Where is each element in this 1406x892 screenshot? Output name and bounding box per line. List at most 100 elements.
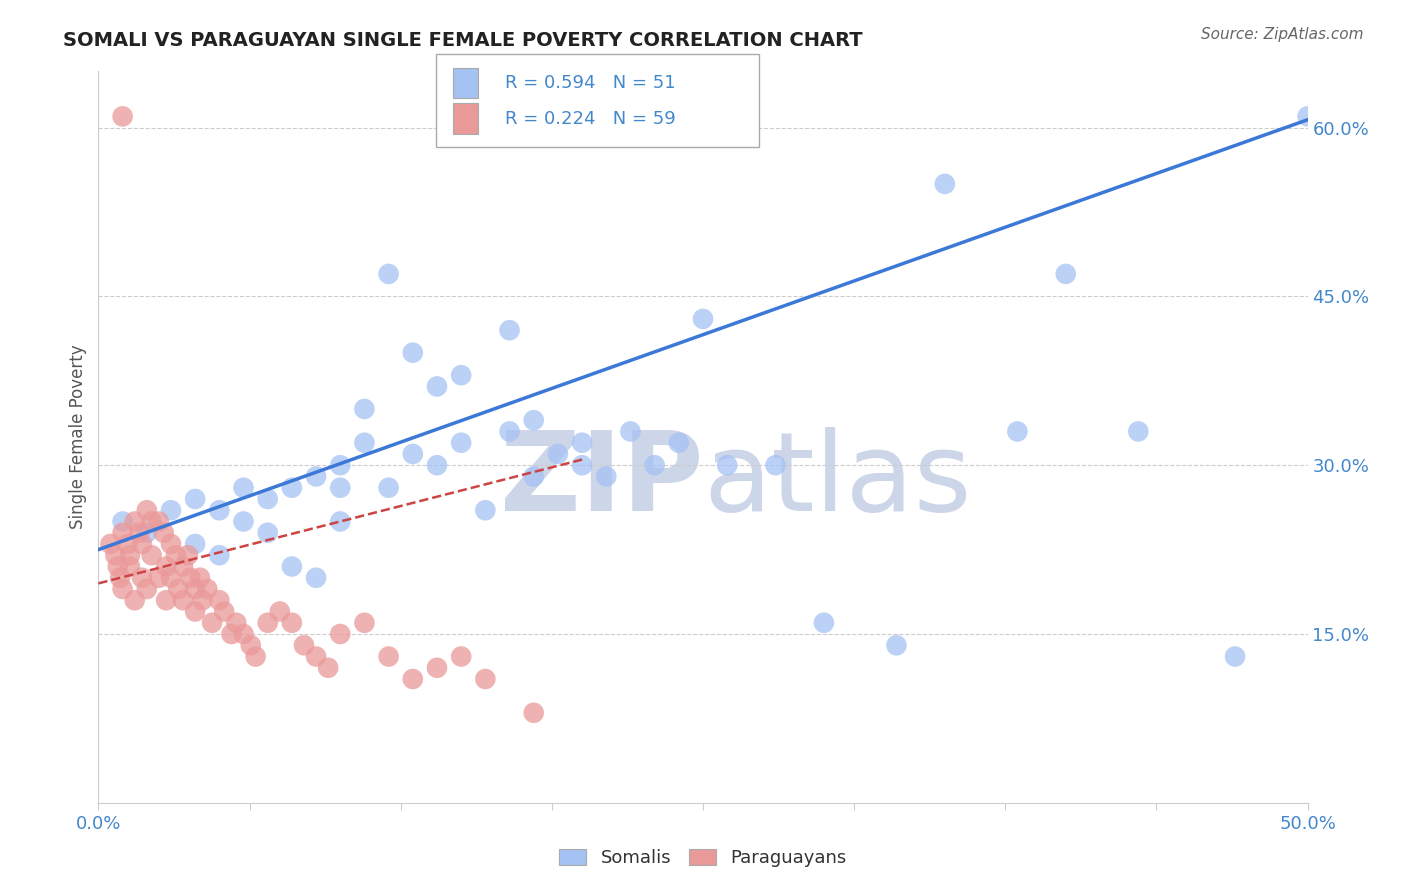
Point	[619, 425, 641, 439]
Point	[377, 481, 399, 495]
Point	[118, 548, 141, 562]
Point	[402, 345, 425, 359]
Point	[155, 559, 177, 574]
Point	[141, 548, 163, 562]
Point	[208, 593, 231, 607]
Point	[135, 503, 157, 517]
Point	[177, 548, 200, 562]
Point	[141, 515, 163, 529]
Point	[305, 571, 328, 585]
Point	[111, 109, 134, 123]
Point	[292, 638, 315, 652]
Point	[402, 447, 425, 461]
Point	[208, 503, 231, 517]
Point	[329, 627, 352, 641]
Point	[305, 649, 328, 664]
Point	[256, 491, 278, 506]
Point	[1007, 425, 1029, 439]
Point	[402, 672, 425, 686]
Point	[160, 571, 183, 585]
Point	[184, 582, 207, 596]
Point	[692, 312, 714, 326]
Point	[523, 413, 546, 427]
Point	[184, 537, 207, 551]
Point	[148, 515, 170, 529]
Point	[201, 615, 224, 630]
Point	[212, 605, 235, 619]
Point	[523, 706, 546, 720]
Point	[765, 458, 787, 473]
Point	[595, 469, 617, 483]
Point	[124, 593, 146, 607]
Point	[547, 447, 569, 461]
Text: R = 0.224   N = 59: R = 0.224 N = 59	[505, 110, 675, 128]
Point	[191, 593, 214, 607]
Point	[1054, 267, 1077, 281]
Point	[107, 559, 129, 574]
Point	[1296, 109, 1319, 123]
Point	[100, 537, 122, 551]
Text: SOMALI VS PARAGUAYAN SINGLE FEMALE POVERTY CORRELATION CHART: SOMALI VS PARAGUAYAN SINGLE FEMALE POVER…	[63, 31, 863, 50]
Point	[353, 435, 375, 450]
Point	[195, 582, 218, 596]
Point	[813, 615, 835, 630]
Point	[377, 649, 399, 664]
Point	[377, 267, 399, 281]
Text: R = 0.594   N = 51: R = 0.594 N = 51	[505, 74, 675, 92]
Point	[316, 661, 339, 675]
Point	[329, 458, 352, 473]
Point	[160, 537, 183, 551]
Point	[165, 548, 187, 562]
Point	[179, 571, 201, 585]
Point	[221, 627, 243, 641]
Point	[111, 582, 134, 596]
Point	[426, 458, 449, 473]
Point	[167, 582, 190, 596]
Point	[111, 525, 134, 540]
Point	[269, 605, 291, 619]
Point	[239, 638, 262, 652]
Point	[934, 177, 956, 191]
Point	[131, 537, 153, 551]
Point	[353, 615, 375, 630]
Point	[152, 525, 174, 540]
Point	[305, 469, 328, 483]
Point	[571, 458, 593, 473]
Point	[155, 593, 177, 607]
Text: Source: ZipAtlas.com: Source: ZipAtlas.com	[1201, 27, 1364, 42]
Point	[426, 379, 449, 393]
Point	[245, 649, 267, 664]
Point	[172, 559, 194, 574]
Point	[188, 571, 211, 585]
Point	[716, 458, 738, 473]
Point	[281, 615, 304, 630]
Point	[108, 571, 131, 585]
Point	[148, 571, 170, 585]
Point	[208, 548, 231, 562]
Point	[450, 435, 472, 450]
Point	[225, 615, 247, 630]
Point	[256, 525, 278, 540]
Point	[160, 503, 183, 517]
Point	[184, 605, 207, 619]
Point	[329, 515, 352, 529]
Point	[329, 481, 352, 495]
Point	[256, 615, 278, 630]
Point	[474, 672, 496, 686]
Point	[1128, 425, 1150, 439]
Point	[124, 515, 146, 529]
Point	[426, 661, 449, 675]
Point	[135, 525, 157, 540]
Point	[232, 515, 254, 529]
Point	[474, 503, 496, 517]
Point	[571, 435, 593, 450]
Point	[128, 525, 150, 540]
Point	[498, 323, 520, 337]
Point	[498, 425, 520, 439]
Point	[111, 515, 134, 529]
Point	[184, 491, 207, 506]
Point	[886, 638, 908, 652]
Point	[644, 458, 666, 473]
Point	[450, 368, 472, 383]
Point	[1223, 649, 1246, 664]
